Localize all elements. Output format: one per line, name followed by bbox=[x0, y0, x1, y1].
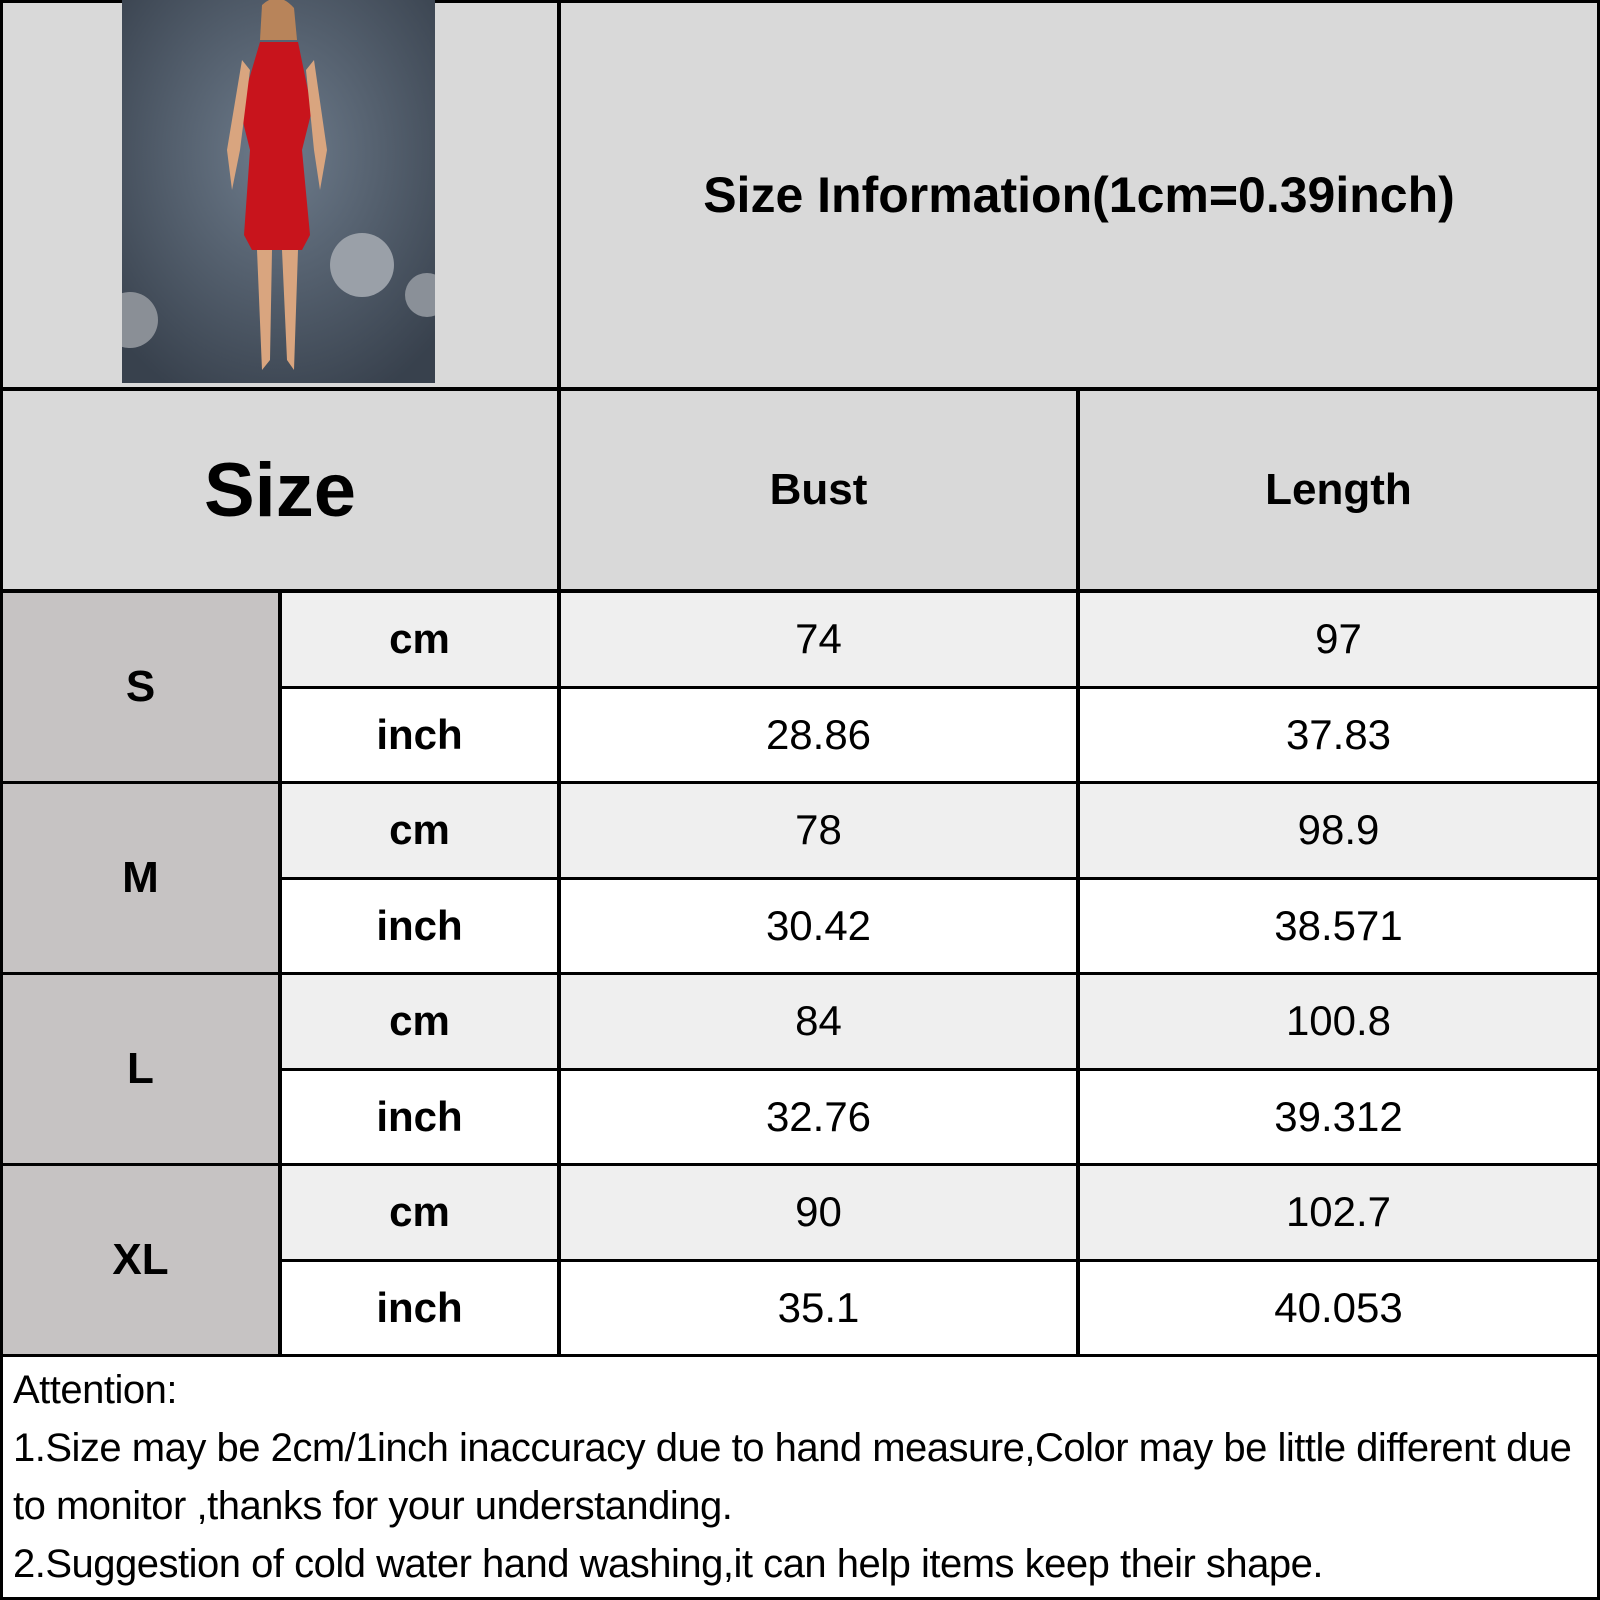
bust-inch: 28.86 bbox=[558, 685, 1079, 784]
bust-inch-text: 30.42 bbox=[765, 901, 872, 949]
notes-line-1: 1.Size may be 2cm/1inch inaccuracy due t… bbox=[13, 1426, 1572, 1528]
length-inch: 37.83 bbox=[1077, 685, 1600, 784]
length-inch-text: 39.312 bbox=[1274, 1092, 1403, 1140]
length-inch-text: 40.053 bbox=[1274, 1283, 1403, 1331]
bust-cm: 84 bbox=[558, 972, 1079, 1071]
length-inch: 39.312 bbox=[1077, 1067, 1600, 1166]
unit-inch-text: inch bbox=[376, 1283, 463, 1331]
unit-inch: inch bbox=[279, 1258, 560, 1357]
unit-cm-text: cm bbox=[389, 997, 450, 1045]
bust-inch: 30.42 bbox=[558, 876, 1079, 975]
length-inch: 38.571 bbox=[1077, 876, 1600, 975]
size-label: M bbox=[0, 781, 281, 975]
length-cm: 97 bbox=[1077, 590, 1600, 689]
bust-cm: 74 bbox=[558, 590, 1079, 689]
unit-cm-text: cm bbox=[389, 615, 450, 663]
length-cm-text: 102.7 bbox=[1285, 1188, 1392, 1236]
bust-inch-text: 32.76 bbox=[765, 1092, 872, 1140]
length-cm-text: 97 bbox=[1315, 615, 1362, 663]
size-label: S bbox=[0, 590, 281, 784]
size-label: XL bbox=[0, 1163, 281, 1357]
disco-ball bbox=[405, 273, 435, 317]
disco-ball bbox=[122, 292, 158, 348]
header-bust: Bust bbox=[558, 388, 1079, 592]
header-length-label: Length bbox=[1265, 465, 1412, 514]
unit-inch-text: inch bbox=[376, 710, 463, 758]
attention-notes: Attention: 1.Size may be 2cm/1inch inacc… bbox=[0, 1355, 1600, 1600]
size-label-text: L bbox=[127, 1044, 154, 1093]
bust-cm-text: 74 bbox=[795, 615, 842, 663]
notes-heading: Attention: bbox=[13, 1368, 178, 1412]
length-inch-text: 37.83 bbox=[1285, 710, 1392, 758]
notes-line-2: 2.Suggestion of cold water hand washing,… bbox=[13, 1542, 1324, 1586]
unit-inch-text: inch bbox=[376, 901, 463, 949]
bust-cm: 90 bbox=[558, 1163, 1079, 1262]
length-cm-text: 98.9 bbox=[1297, 806, 1380, 854]
length-inch: 40.053 bbox=[1077, 1258, 1600, 1357]
unit-inch: inch bbox=[279, 876, 560, 975]
unit-cm-text: cm bbox=[389, 1188, 450, 1236]
bust-cm: 78 bbox=[558, 781, 1079, 880]
unit-cm: cm bbox=[279, 590, 560, 689]
unit-cm-text: cm bbox=[389, 806, 450, 854]
size-label-text: M bbox=[122, 853, 159, 902]
bust-inch-text: 28.86 bbox=[765, 710, 872, 758]
unit-inch: inch bbox=[279, 685, 560, 784]
size-label-text: S bbox=[125, 662, 156, 711]
length-cm: 102.7 bbox=[1077, 1163, 1600, 1262]
unit-inch: inch bbox=[279, 1067, 560, 1166]
title-cell: Size Information(1cm=0.39inch) bbox=[558, 0, 1600, 390]
header-size-label: Size bbox=[203, 447, 357, 533]
bust-cm-text: 90 bbox=[795, 1188, 842, 1236]
header-size: Size bbox=[0, 388, 560, 592]
unit-cm: cm bbox=[279, 1163, 560, 1262]
unit-cm: cm bbox=[279, 972, 560, 1071]
bust-cm-text: 84 bbox=[795, 997, 842, 1045]
bust-cm-text: 78 bbox=[795, 806, 842, 854]
length-inch-text: 38.571 bbox=[1274, 901, 1403, 949]
page-title: Size Information(1cm=0.39inch) bbox=[703, 167, 1455, 223]
size-label: L bbox=[0, 972, 281, 1166]
bust-inch-text: 35.1 bbox=[777, 1283, 860, 1331]
disco-ball bbox=[330, 233, 394, 297]
size-label-text: XL bbox=[112, 1235, 169, 1284]
bust-inch: 32.76 bbox=[558, 1067, 1079, 1166]
bust-inch: 35.1 bbox=[558, 1258, 1079, 1357]
length-cm: 100.8 bbox=[1077, 972, 1600, 1071]
product-photo bbox=[122, 0, 435, 383]
unit-cm: cm bbox=[279, 781, 560, 880]
header-length: Length bbox=[1077, 388, 1600, 592]
length-cm: 98.9 bbox=[1077, 781, 1600, 880]
length-cm-text: 100.8 bbox=[1285, 997, 1392, 1045]
unit-inch-text: inch bbox=[376, 1092, 463, 1140]
header-bust-label: Bust bbox=[769, 465, 868, 514]
